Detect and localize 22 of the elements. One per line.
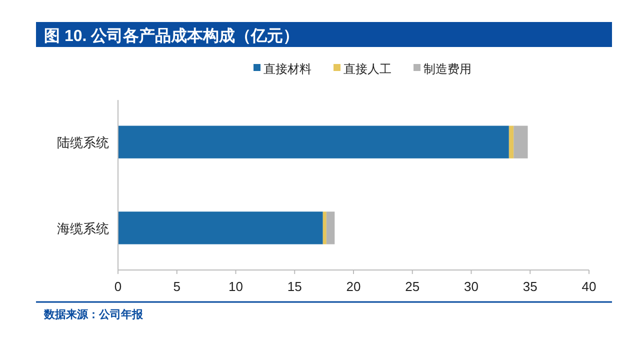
x-tick-label: 15 (287, 279, 302, 294)
chart-title: 图 10. 公司各产品成本构成（亿元） (44, 27, 300, 45)
legend-label: 直接材料 (264, 62, 312, 76)
bar (326, 212, 335, 244)
x-tick-label: 5 (173, 279, 180, 294)
x-tick-label: 40 (582, 279, 596, 294)
legend-label: 制造费用 (424, 62, 472, 76)
bar (514, 126, 528, 158)
bar (118, 212, 323, 244)
y-tick-label: 海缆系统 (57, 220, 109, 236)
x-tick-label: 20 (346, 279, 361, 294)
x-tick-label: 25 (405, 279, 420, 294)
legend-label: 直接人工 (344, 62, 392, 76)
source-note: 数据来源：公司年报 (43, 308, 144, 321)
bar (322, 212, 326, 244)
bar (508, 126, 514, 158)
x-tick-label: 35 (522, 279, 538, 294)
x-tick-label: 0 (114, 279, 122, 294)
x-tick-label: 10 (228, 279, 243, 294)
x-tick-label: 30 (464, 279, 478, 294)
bar (118, 126, 509, 158)
y-tick-label: 陆缆系统 (57, 135, 109, 150)
